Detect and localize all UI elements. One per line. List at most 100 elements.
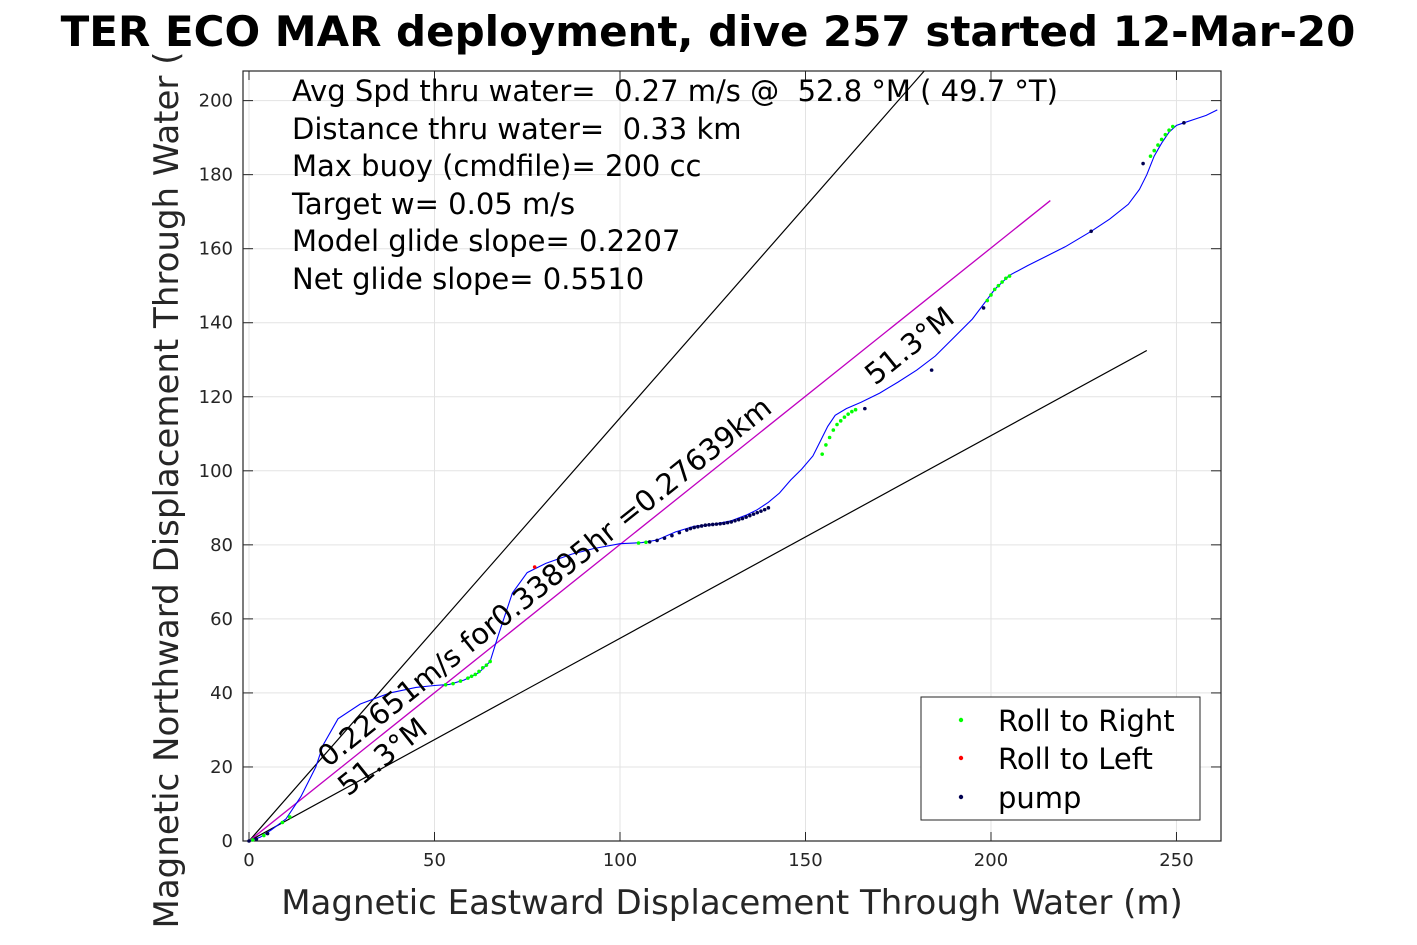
roll-right-point (835, 422, 839, 427)
y-tick-label: 100 (199, 461, 233, 482)
y-tick-label: 200 (199, 91, 233, 112)
track-layer (248, 109, 1218, 842)
legend-marker-roll-left (958, 755, 964, 761)
cone-lower-line (248, 349, 1148, 842)
roll-right-point (1148, 154, 1153, 158)
pump-point (1141, 161, 1145, 166)
y-tick-label: 60 (210, 609, 233, 630)
x-tick-label: 50 (423, 850, 446, 871)
pump-point (755, 510, 760, 515)
y-tick-label: 120 (199, 387, 233, 408)
roll-right-point (443, 682, 448, 687)
roll-right-point (1007, 274, 1012, 278)
pump-point (725, 520, 730, 525)
pump-point (722, 521, 726, 526)
pump-point (762, 507, 767, 512)
roll-right-point (473, 672, 478, 677)
chart-title: TER ECO MAR deployment, dive 257 started… (61, 7, 1356, 56)
roll-left-point (532, 565, 537, 569)
roll-right-point (644, 540, 648, 545)
roll-right-point (846, 412, 850, 416)
glider-track (248, 109, 1218, 842)
pump-point (692, 525, 696, 530)
legend-marker-roll-right (958, 717, 964, 723)
roll-right-point (838, 419, 843, 423)
roll-right-point (1170, 124, 1175, 129)
x-tick-label: 250 (1159, 850, 1193, 871)
y-tick-label: 180 (199, 165, 233, 186)
y-tick-label: 0 (222, 831, 233, 852)
roll-right-point (827, 435, 832, 440)
info-line-target-w: Target w= 0.05 m/s (291, 187, 575, 221)
roll-right-point (985, 298, 990, 303)
info-line-net-glide: Net glide slope= 0.5510 (292, 262, 644, 296)
pump-point (684, 528, 689, 532)
pump-point (714, 522, 719, 526)
roll-right-point (280, 820, 285, 825)
pump-point (744, 515, 748, 519)
pump-point (751, 512, 756, 516)
pump-point (247, 839, 251, 843)
pump-point (981, 306, 986, 310)
roll-right-point (636, 541, 641, 545)
pump-point (766, 506, 771, 510)
pump-point (265, 831, 270, 836)
pump-point (1089, 229, 1093, 234)
roll-right-point (831, 428, 836, 432)
pump-point (699, 524, 704, 528)
x-tick-label: 150 (788, 850, 822, 871)
roll-right-point (989, 293, 993, 297)
reference-lines (248, 70, 1148, 842)
roll-right-point (820, 452, 824, 456)
pump-point (703, 523, 708, 528)
y-tick-label: 160 (199, 239, 233, 260)
roll-right-point (451, 681, 455, 686)
pump-point (655, 538, 659, 543)
roll-right-point (477, 669, 481, 674)
pump-point (670, 533, 674, 538)
roll-right-point (824, 443, 828, 447)
roll-right-point (1000, 280, 1004, 284)
roll-right-point (850, 409, 854, 414)
speed-annotation: 0.22651m/s for0.33895hr =0.27639km (311, 390, 778, 773)
pump-point (688, 526, 693, 531)
roll-right-point (1152, 148, 1157, 153)
pump-point (929, 368, 934, 372)
pump-point (677, 530, 682, 535)
roll-right-point (262, 833, 266, 838)
pump-point (863, 406, 867, 411)
info-line-avg-speed: Avg Spd thru water= 0.27 m/s @ 52.8 °M (… (292, 74, 1058, 108)
y-tick-label: 80 (210, 535, 233, 556)
pump-point (1182, 121, 1186, 125)
roll-right-point (853, 407, 858, 412)
pump-point (729, 520, 734, 524)
grid (243, 71, 1221, 842)
roll-right-point (992, 287, 997, 292)
legend-label-roll-left: Roll to Left (998, 742, 1153, 776)
pump-point (254, 837, 259, 841)
pump-point (647, 540, 652, 544)
roll-right-point (1163, 132, 1168, 137)
x-axis-label: Magnetic Eastward Displacement Through W… (281, 883, 1183, 923)
x-tick-label: 0 (243, 850, 254, 871)
x-tick-label: 100 (603, 850, 637, 871)
roll-right-point (1167, 128, 1171, 133)
roll-right-point (466, 676, 470, 680)
pump-point (736, 517, 741, 522)
y-tick-label: 20 (210, 757, 233, 778)
legend: Roll to Right Roll to Left pump (920, 696, 1201, 821)
pump-point (710, 522, 715, 527)
roll-right-point (1159, 137, 1164, 142)
pump-point (707, 523, 711, 527)
cone-upper-line (248, 70, 925, 842)
info-line-model-glide: Model glide slope= 0.2207 (292, 224, 680, 258)
plot-frame (242, 70, 1222, 842)
y-axis-label: Magnetic Northward Displacement Through … (147, 52, 187, 929)
pump-point (696, 524, 700, 529)
legend-label-roll-right: Roll to Right (998, 704, 1175, 738)
info-text-block: Avg Spd thru water= 0.27 m/s @ 52.8 °M (… (291, 74, 1058, 296)
roll-right-point (469, 674, 474, 679)
legend-box (920, 696, 1201, 821)
pump-point (733, 518, 737, 523)
